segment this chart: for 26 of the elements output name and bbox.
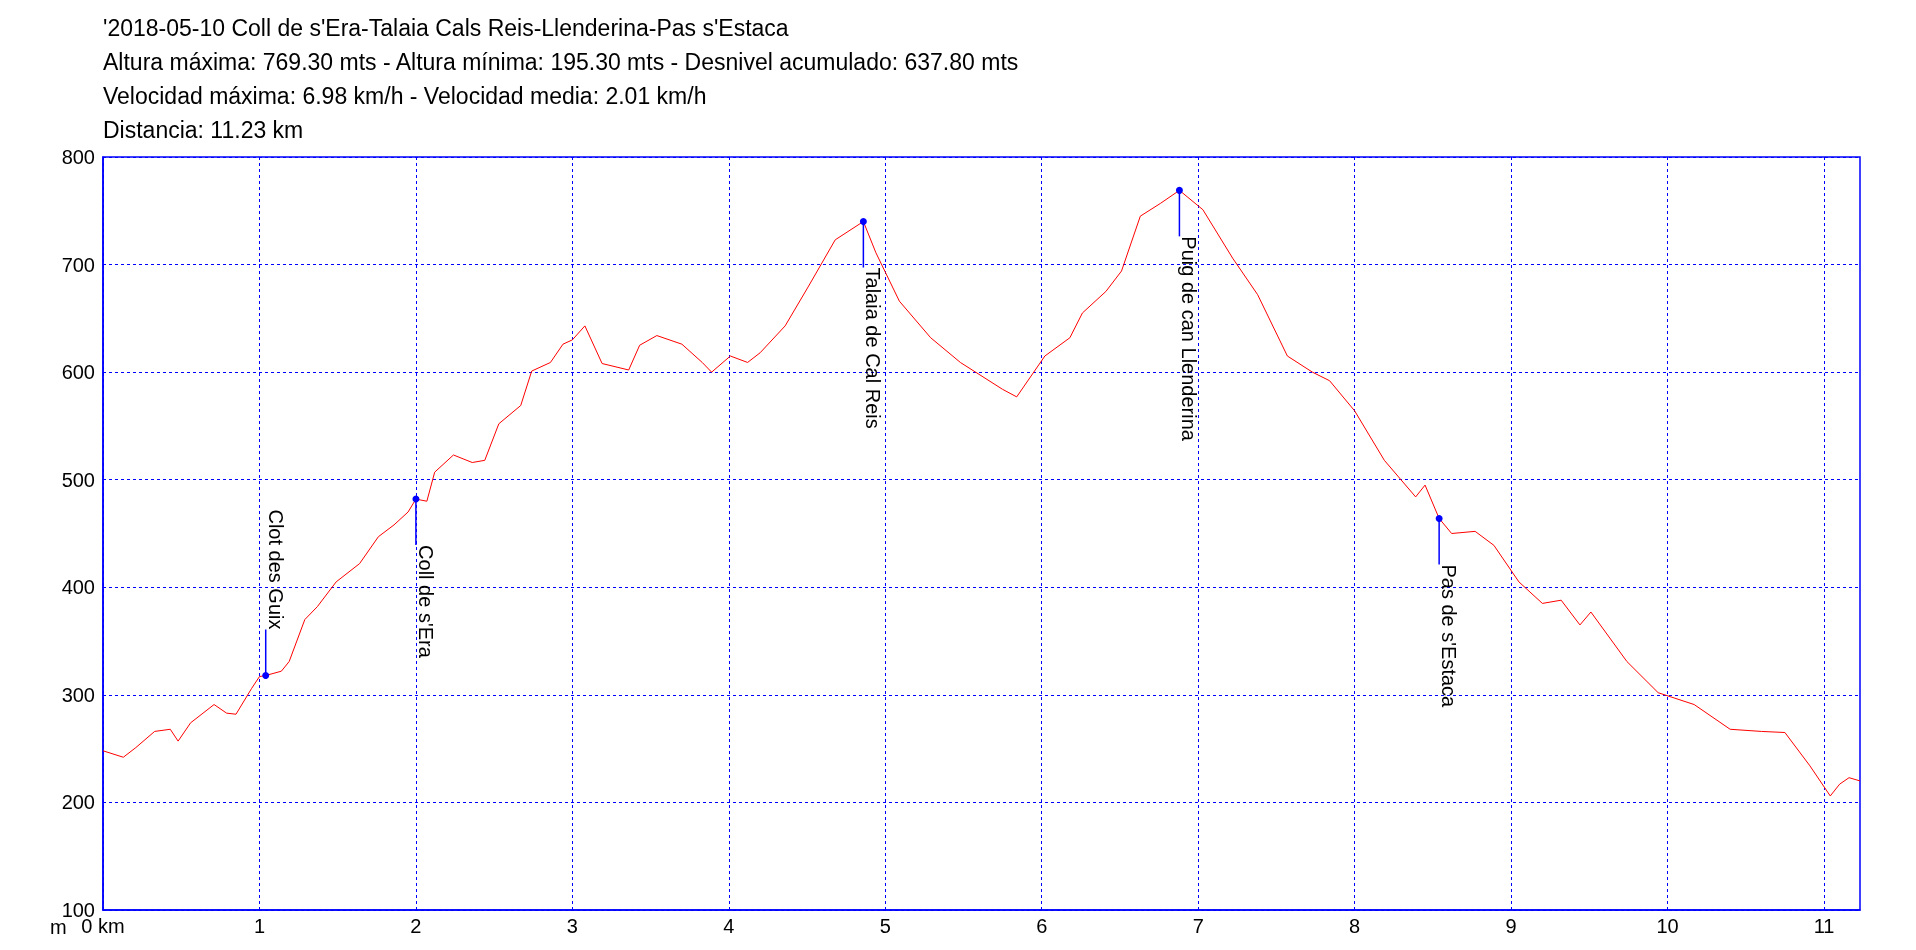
y-tick-label: 700: [61, 253, 95, 276]
x-tick-label: 8: [1349, 915, 1361, 937]
x-tick-label: 9: [1505, 915, 1517, 937]
x-tick-label: 4: [723, 915, 735, 937]
y-tick-label: 300: [61, 683, 95, 706]
y-tick-label: 500: [61, 468, 95, 491]
x-tick-label: 10: [1656, 915, 1679, 937]
y-tick-label: 800: [61, 146, 95, 168]
annotation: Clot des Guix: [264, 509, 287, 630]
chart-title: '2018-05-10 Coll de s'Era-Talaia Cals Reis-Llenderina-Pas s'Estaca: [103, 14, 789, 41]
x-tick-label: 6: [1036, 915, 1048, 937]
x-tick-label: 11: [1813, 915, 1835, 937]
y-tick-label: 200: [61, 791, 95, 814]
annotation: Pas de s'Estaca: [1438, 564, 1461, 709]
chart-subtitle: Altura máxima: 769.30 mts - Altura mínima: 195.30 mts - Desnivel acumulado: 637.80 mts Velocidad máxima: 6.98 km/h - Velocidad media: 2.01 km/h Distancia: 11.23 km: [103, 48, 1019, 143]
x-tick-label: 2: [410, 915, 422, 937]
x-tick-label: 1: [253, 915, 266, 937]
annotation: Puig de can Llenderina: [1178, 236, 1201, 442]
y-tick-label: 400: [61, 576, 95, 599]
x-tick-label: 7: [1192, 915, 1204, 937]
x-tick-label: 5: [879, 915, 891, 937]
x-tick-label: 3: [566, 915, 578, 937]
annotation: Talaia de Cal Reis: [862, 267, 885, 429]
annotation: Coll de s'Era: [414, 545, 437, 659]
y-tick-label: 600: [61, 361, 95, 384]
y-axis-title: m: [50, 916, 67, 938]
